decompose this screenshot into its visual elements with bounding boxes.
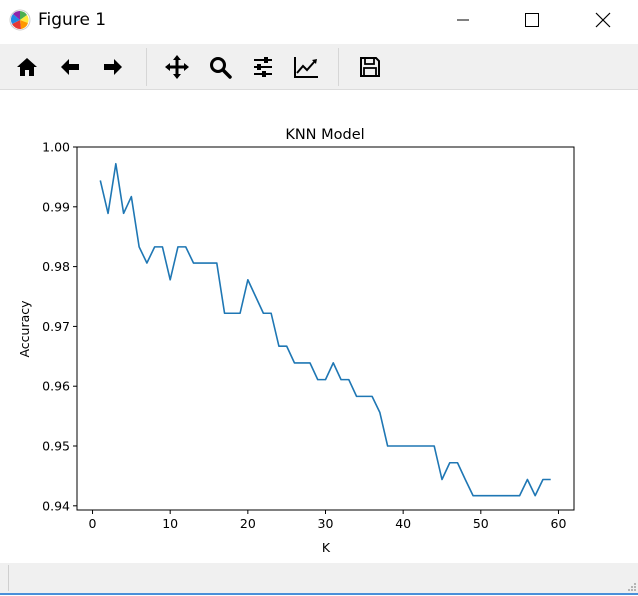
home-button[interactable]	[12, 52, 42, 82]
close-button[interactable]	[580, 0, 626, 40]
y-tick-label: 0.97	[42, 319, 70, 334]
home-icon	[17, 58, 37, 76]
x-tick-label: 50	[473, 516, 489, 531]
status-bar	[0, 563, 638, 595]
floppy-disk-icon	[360, 57, 380, 77]
maximize-icon	[525, 13, 539, 27]
sliders-icon	[254, 57, 272, 77]
move-icon	[165, 55, 189, 79]
y-tick-label: 1.00	[42, 140, 70, 155]
arrow-right-icon	[104, 59, 122, 75]
save-button[interactable]	[355, 52, 385, 82]
back-button[interactable]	[55, 52, 85, 82]
x-tick-label: 0	[89, 516, 97, 531]
status-divider	[8, 565, 9, 591]
y-tick-label: 0.96	[42, 379, 70, 394]
x-tick-label: 40	[395, 516, 411, 531]
knn-accuracy-chart: KNN Model 0.94 0.95 0.96 0.97 0.98 0.99 1.00 0…	[17, 127, 575, 555]
y-tick-label: 0.94	[42, 498, 70, 513]
resize-grip-icon[interactable]	[626, 581, 636, 591]
window-titlebar: Figure 1	[0, 0, 638, 40]
forward-button[interactable]	[98, 52, 128, 82]
x-axis-label: K	[322, 540, 331, 555]
matplotlib-logo-icon	[9, 9, 31, 31]
maximize-button[interactable]	[509, 0, 555, 40]
accuracy-series-line	[99, 162, 551, 497]
pan-button[interactable]	[162, 52, 192, 82]
close-icon	[595, 12, 611, 28]
minimize-button[interactable]	[440, 0, 486, 40]
y-axis-label: Accuracy	[17, 300, 32, 358]
minimize-icon	[457, 19, 469, 21]
x-tick-label: 20	[240, 516, 256, 531]
chart-title: KNN Model	[285, 127, 364, 143]
navigation-toolbar	[0, 44, 638, 90]
magnifier-icon	[210, 57, 232, 79]
zoom-button[interactable]	[205, 52, 235, 82]
x-tick-label: 10	[162, 516, 178, 531]
x-tick-label: 60	[551, 516, 567, 531]
x-tick-label: 30	[318, 516, 334, 531]
line-chart-icon	[294, 57, 318, 78]
customize-button[interactable]	[291, 52, 321, 82]
arrow-left-icon	[61, 59, 79, 75]
window-title: Figure 1	[38, 10, 107, 30]
y-tick-label: 0.98	[42, 259, 70, 274]
toolbar-separator	[146, 48, 147, 86]
subplots-button[interactable]	[248, 52, 278, 82]
y-tick-label: 0.95	[42, 439, 70, 454]
y-axis-ticks: 0.94 0.95 0.96 0.97 0.98 0.99 1.00	[42, 140, 77, 513]
figure-canvas[interactable]: KNN Model 0.94 0.95 0.96 0.97 0.98 0.99 1.00 0…	[0, 90, 638, 563]
toolbar-separator	[338, 48, 339, 86]
y-tick-label: 0.99	[42, 199, 70, 214]
x-axis-ticks: 0 10 20 30 40 50 60	[89, 510, 567, 531]
plot-frame	[76, 146, 575, 511]
